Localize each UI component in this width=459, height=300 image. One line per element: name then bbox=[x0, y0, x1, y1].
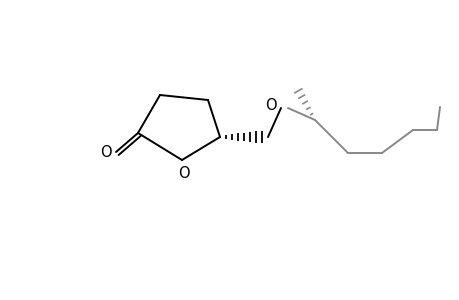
Text: O: O bbox=[178, 167, 190, 182]
Text: O: O bbox=[264, 98, 276, 112]
Text: O: O bbox=[100, 145, 112, 160]
